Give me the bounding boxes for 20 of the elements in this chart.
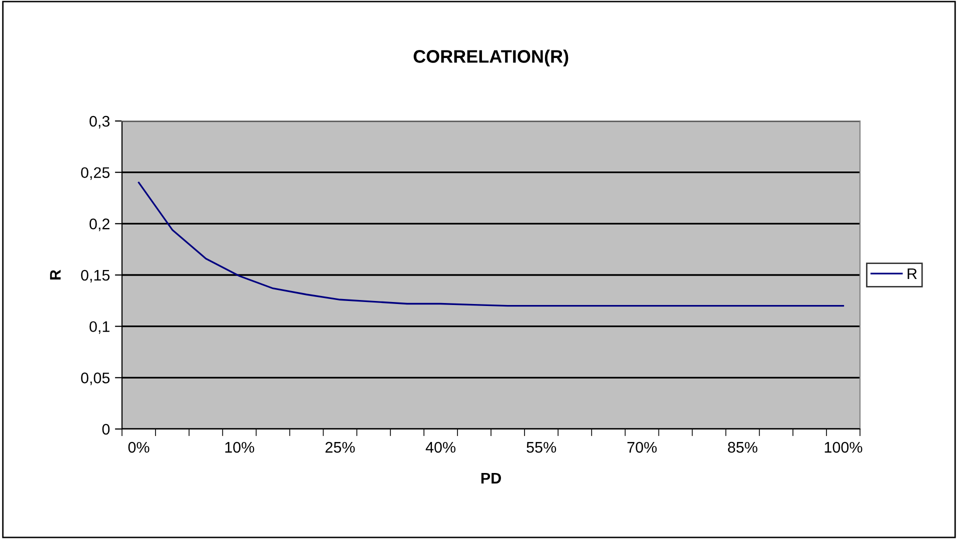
y-tick-label: 0,25 bbox=[81, 167, 110, 180]
x-tick-label: 40% bbox=[426, 442, 456, 453]
x-axis-title: PD bbox=[481, 472, 501, 484]
y-tick-label: 0,1 bbox=[90, 321, 110, 334]
x-tick-label: 10% bbox=[225, 442, 254, 453]
x-tick-label: 85% bbox=[728, 442, 758, 453]
y-tick-label: 0,2 bbox=[90, 218, 110, 232]
x-tick-label: 25% bbox=[326, 442, 355, 453]
x-tick-label: 55% bbox=[526, 442, 556, 453]
y-tick-label: 0,3 bbox=[90, 116, 110, 128]
x-tick-label: 70% bbox=[627, 442, 657, 453]
y-tick-label: 0 bbox=[102, 424, 110, 435]
y-tick-label: 0,05 bbox=[81, 372, 110, 386]
line-series bbox=[138, 182, 844, 307]
x-tick-label: 0% bbox=[128, 442, 150, 453]
chart-title: CORRELATION(R) bbox=[414, 50, 568, 66]
y-axis-title: R bbox=[50, 270, 61, 280]
legend-label: R bbox=[908, 268, 917, 279]
x-tick-label: 100% bbox=[824, 442, 862, 453]
y-tick-label: 0,15 bbox=[81, 270, 110, 282]
